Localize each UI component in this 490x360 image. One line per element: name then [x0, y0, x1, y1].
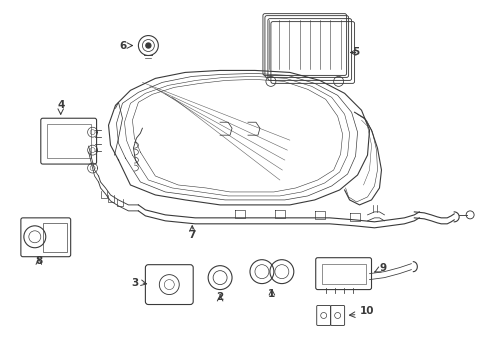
Text: 9: 9 [379, 263, 387, 273]
Text: 2: 2 [217, 292, 224, 302]
Text: 7: 7 [189, 230, 196, 240]
Circle shape [146, 43, 151, 48]
Text: 10: 10 [360, 306, 374, 316]
Text: 6: 6 [119, 41, 126, 50]
Bar [322, 264, 366, 284]
Bar [43, 223, 67, 252]
Text: 3: 3 [131, 278, 138, 288]
Text: 4: 4 [57, 100, 64, 110]
Bar [47, 124, 91, 158]
Text: 5: 5 [353, 48, 360, 58]
Text: 1: 1 [268, 289, 275, 298]
Text: 8: 8 [35, 256, 43, 266]
